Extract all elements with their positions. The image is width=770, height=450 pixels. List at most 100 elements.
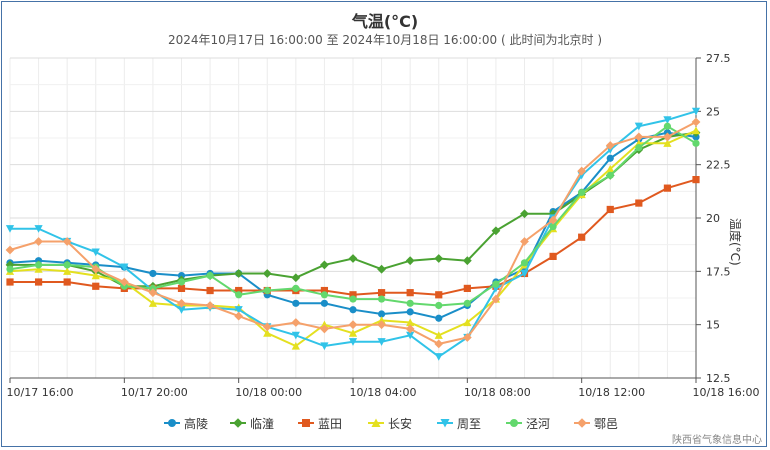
data-point [291, 341, 300, 350]
data-point [320, 320, 329, 329]
data-point [606, 205, 614, 214]
legend-item[interactable]: 高陵 [164, 416, 208, 431]
data-point [377, 338, 386, 346]
data-point [34, 225, 43, 233]
data-point [320, 286, 329, 295]
data-point [491, 294, 501, 304]
data-point [320, 291, 329, 299]
data-point [177, 306, 186, 314]
data-point [520, 209, 529, 219]
data-point [434, 353, 443, 361]
y-axis-labels: 12.5 15 17.5 20 22.5 25 27.5 [696, 52, 731, 385]
data-point [206, 272, 214, 280]
data-point [406, 318, 415, 327]
data-point [578, 188, 586, 196]
legend-item[interactable]: 临潼 [230, 416, 274, 431]
data-point [520, 269, 529, 278]
legend: 高陵 临潼 蓝田 长安 周至 泾河 鄠邑 [164, 416, 618, 431]
data-point [406, 331, 415, 340]
data-point [377, 264, 386, 274]
data-point [234, 311, 244, 321]
legend-label: 鄠邑 [594, 417, 618, 431]
data-point [291, 318, 301, 327]
data-point [5, 225, 15, 233]
data-point [235, 286, 243, 295]
data-point [577, 166, 587, 176]
data-point [691, 107, 701, 116]
data-point [377, 289, 386, 297]
data-point [168, 419, 176, 427]
data-point [434, 331, 443, 339]
data-point [663, 139, 672, 147]
data-point [377, 310, 386, 318]
data-point [119, 277, 129, 287]
data-point [435, 291, 443, 299]
data-point [34, 261, 43, 269]
x-tick-label: 10/17 20:00 [121, 386, 188, 399]
x-tick-label: 10/18 16:00 [693, 386, 760, 399]
data-point [263, 329, 272, 337]
data-point [462, 333, 472, 342]
x-tick-label: 10/18 04:00 [350, 386, 417, 399]
data-point [520, 237, 529, 246]
data-point [302, 419, 310, 427]
data-point [233, 418, 243, 428]
data-point [235, 291, 243, 299]
data-point [405, 256, 415, 266]
data-point [549, 222, 557, 231]
data-point [491, 226, 501, 236]
data-point [63, 278, 71, 286]
data-point [692, 176, 700, 184]
data-point [262, 269, 272, 278]
data-point [606, 171, 614, 179]
data-point [234, 269, 244, 278]
data-point [320, 260, 329, 270]
data-point [320, 342, 329, 351]
chart-subtitle: 2024年10月17日 16:00:00 至 2024年10月18日 16:00… [167, 33, 602, 47]
legend-label: 泾河 [526, 417, 550, 431]
x-tick-label: 10/17 16:00 [7, 386, 74, 399]
data-point [520, 259, 529, 267]
legend-item[interactable]: 鄠邑 [574, 417, 618, 431]
y-tick-label: 25 [706, 105, 720, 118]
data-point [605, 141, 615, 150]
data-point [492, 280, 500, 288]
data-point [292, 284, 300, 292]
data-point [663, 116, 672, 124]
y-tick-label: 22.5 [706, 159, 731, 172]
data-point [663, 122, 672, 130]
y-tick-label: 27.5 [706, 52, 731, 65]
data-point [578, 233, 586, 241]
data-point [634, 132, 644, 142]
data-point [292, 299, 300, 307]
legend-item[interactable]: 泾河 [506, 417, 550, 431]
data-point [34, 278, 43, 286]
data-point [91, 248, 100, 257]
data-point [92, 282, 100, 290]
data-point [463, 318, 472, 327]
legend-item[interactable]: 周至 [437, 417, 481, 431]
data-point [348, 254, 358, 263]
data-point [435, 314, 443, 322]
x-axis-labels: 10/17 16:00 10/17 20:00 10/18 00:00 10/18 0… [7, 378, 760, 399]
data-point [205, 301, 215, 310]
legend-item[interactable]: 长安 [368, 416, 412, 431]
data-point [371, 418, 381, 427]
data-point [320, 324, 329, 334]
data-point [635, 199, 643, 207]
data-point [6, 265, 14, 273]
data-point [691, 117, 701, 127]
data-point [663, 132, 672, 142]
data-point [34, 237, 43, 246]
data-point [577, 418, 587, 428]
data-point [206, 286, 214, 295]
data-point [262, 322, 272, 332]
data-point [692, 139, 700, 147]
data-point [148, 288, 158, 298]
x-tick-label: 10/18 00:00 [235, 386, 302, 399]
data-point [62, 237, 72, 246]
data-point [463, 284, 471, 292]
data-point [510, 419, 518, 427]
data-point [120, 263, 129, 272]
legend-item[interactable]: 蓝田 [298, 417, 342, 431]
